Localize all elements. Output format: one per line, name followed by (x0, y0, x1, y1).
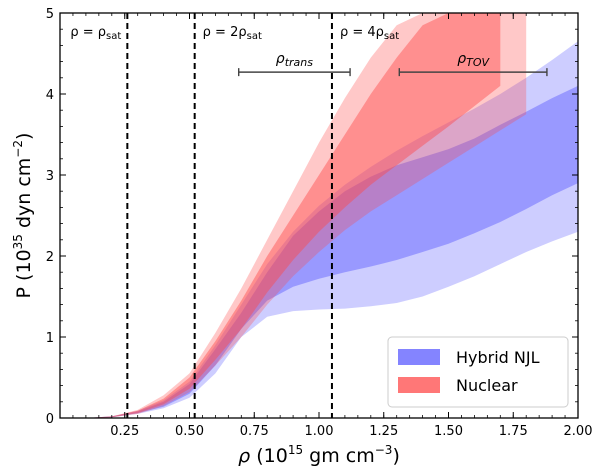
x-tick-label: 2.00 (564, 424, 593, 439)
legend-label-0: Hybrid NJL (456, 348, 540, 367)
band-nuclear-0 (85, 13, 527, 418)
band-hybrid-njl-0 (85, 41, 578, 418)
y-tick-label: 0 (46, 412, 54, 427)
vline-label-1: ρ = 2ρsat (203, 25, 262, 42)
x-tick-label: 0.50 (175, 424, 204, 439)
x-tick-label: 1.00 (305, 424, 334, 439)
y-tick-label: 2 (46, 250, 54, 265)
x-tick-label: 0.25 (110, 424, 139, 439)
density-range-brackets: ρtrans ρTOV (238, 51, 548, 77)
legend-swatch-0 (398, 349, 440, 365)
confidence-bands (85, 13, 578, 418)
y-axis-title: P (1035 dyn cm−2) (11, 133, 35, 299)
y-tick-label: 4 (46, 88, 54, 103)
y-tick-label: 1 (46, 331, 54, 346)
axes: 0.25 0.50 0.75 1.00 1.25 1.50 1.75 2.00 0 1 2 3 4 5 ρ … (11, 7, 592, 467)
y-tick-label: 3 (46, 169, 54, 184)
band-nuclear-1 (85, 13, 501, 418)
legend-swatch-1 (398, 377, 440, 393)
band-hybrid-njl-1 (85, 85, 578, 418)
bracket-label-1: ρTOV (457, 51, 490, 69)
legend-label-1: Nuclear (456, 376, 518, 395)
vline-label-2: ρ = 4ρsat (340, 25, 399, 42)
x-tick-label: 1.25 (369, 424, 398, 439)
vline-label-0: ρ = ρsat (70, 25, 121, 42)
x-tick-label: 0.75 (240, 424, 269, 439)
x-tick-label: 1.50 (434, 424, 463, 439)
x-axis-title: ρ (1015 gm cm−3) (238, 443, 400, 467)
y-tick-label: 5 (46, 7, 54, 22)
x-tick-label: 1.75 (499, 424, 528, 439)
bracket-label-0: ρtrans (276, 51, 313, 69)
legend: Hybrid NJL Nuclear (387, 336, 569, 408)
